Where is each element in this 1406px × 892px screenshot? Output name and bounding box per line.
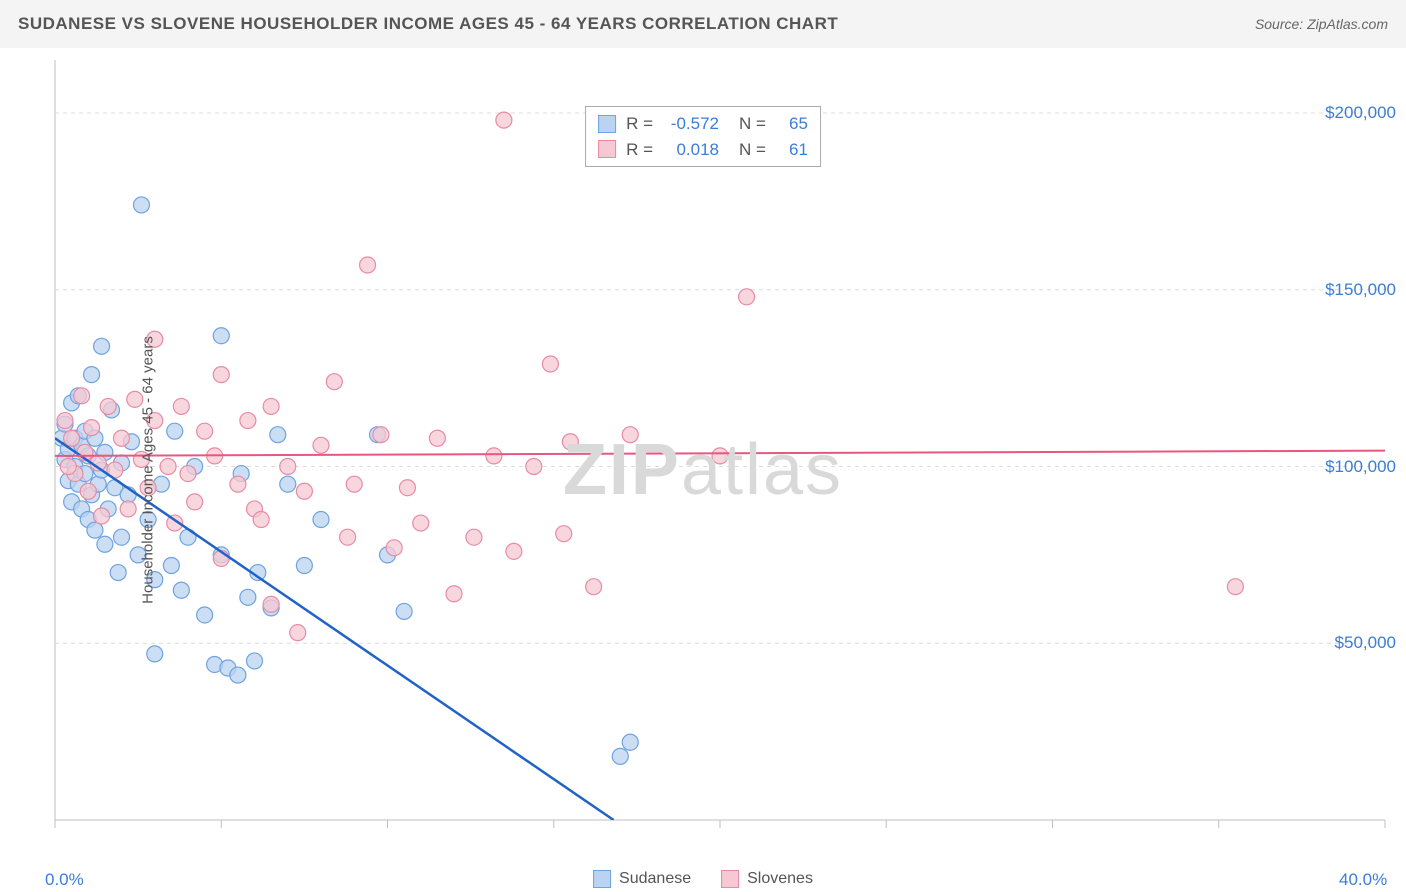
legend-item: Slovenes — [721, 870, 813, 888]
n-value: 61 — [776, 137, 808, 163]
y-axis-label: Householder Income Ages 45 - 64 years — [139, 336, 156, 604]
n-label: N = — [739, 111, 766, 137]
n-label: N = — [739, 137, 766, 163]
x-tick-right: 40.0% — [1339, 870, 1387, 890]
y-tick-label: $100,000 — [1325, 457, 1396, 477]
y-tick-label: $50,000 — [1335, 633, 1396, 653]
legend-label: Sudanese — [619, 870, 691, 888]
source-attribution: Source: ZipAtlas.com — [1255, 16, 1388, 32]
chart-title: SUDANESE VS SLOVENE HOUSEHOLDER INCOME A… — [18, 14, 838, 34]
n-value: 65 — [776, 111, 808, 137]
r-label: R = — [626, 111, 653, 137]
legend-swatch — [598, 115, 616, 133]
x-tick-left: 0.0% — [45, 870, 84, 890]
chart-area: Householder Income Ages 45 - 64 years ZI… — [0, 48, 1406, 892]
y-tick-label: $200,000 — [1325, 103, 1396, 123]
correlation-legend: R = -0.572 N = 65 R = 0.018 N = 61 — [585, 106, 821, 167]
legend-swatch — [593, 870, 611, 888]
legend-item: Sudanese — [593, 870, 691, 888]
r-label: R = — [626, 137, 653, 163]
correlation-row: R = -0.572 N = 65 — [598, 111, 808, 137]
r-value: 0.018 — [663, 137, 719, 163]
r-value: -0.572 — [663, 111, 719, 137]
title-bar: SUDANESE VS SLOVENE HOUSEHOLDER INCOME A… — [0, 0, 1406, 48]
legend-label: Slovenes — [747, 870, 813, 888]
legend-swatch — [721, 870, 739, 888]
y-tick-label: $150,000 — [1325, 280, 1396, 300]
scatter-plot — [0, 48, 1406, 892]
legend-swatch — [598, 140, 616, 158]
series-legend: Sudanese Slovenes — [593, 870, 813, 888]
correlation-row: R = 0.018 N = 61 — [598, 137, 808, 163]
